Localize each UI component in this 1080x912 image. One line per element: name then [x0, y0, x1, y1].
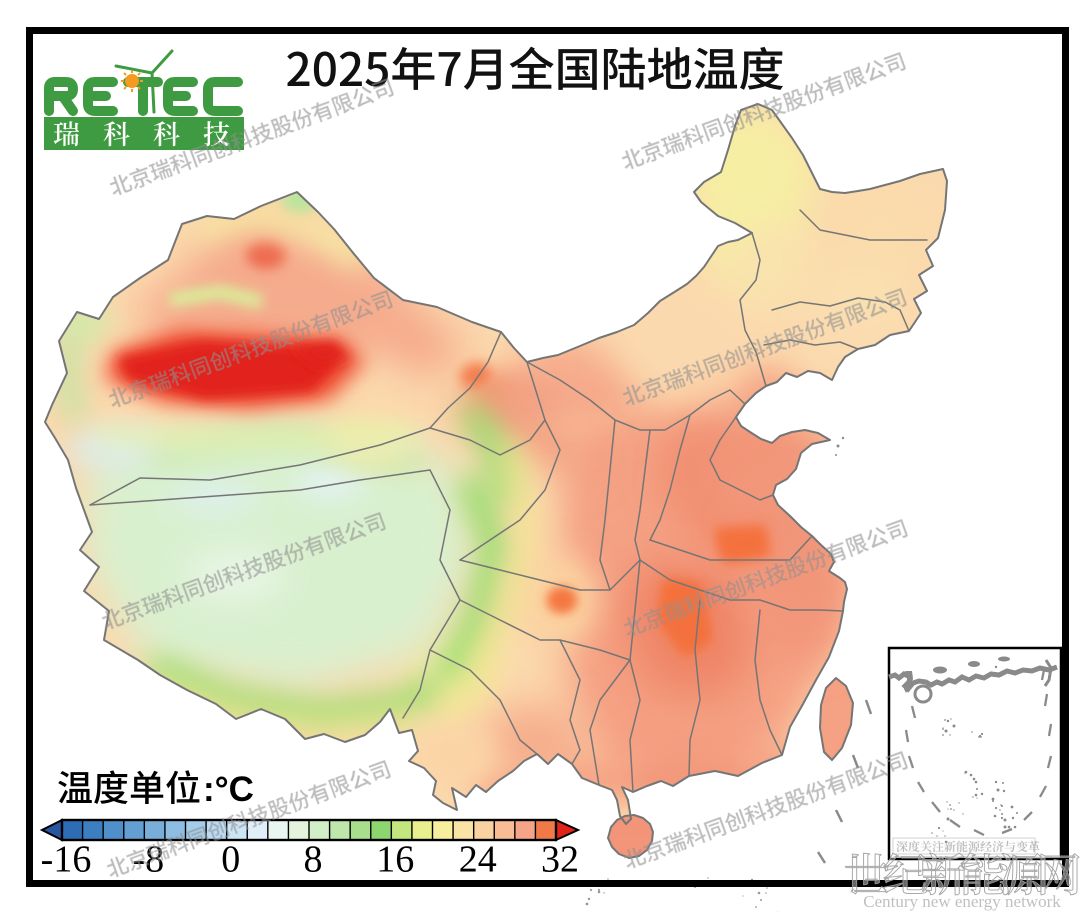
svg-text:8: 8	[304, 839, 323, 881]
svg-text:32: 32	[541, 839, 579, 881]
svg-text:0: 0	[221, 839, 240, 881]
svg-text:24: 24	[459, 839, 497, 881]
svg-text:16: 16	[376, 839, 414, 881]
svg-text::°C: :°C	[203, 770, 254, 809]
svg-text:Century new energy network: Century new energy network	[863, 892, 1061, 911]
svg-text:-16: -16	[41, 839, 92, 881]
